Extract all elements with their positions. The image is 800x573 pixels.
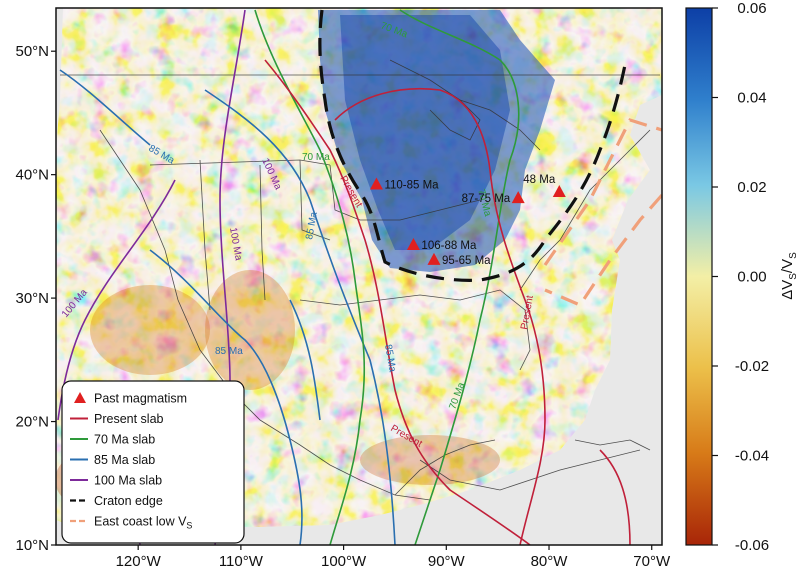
label-85ma-south: 85 Ma	[215, 346, 243, 357]
colorbar-title: ΔVS/VS	[779, 252, 799, 300]
lat-tick-label: 50°N	[15, 43, 49, 60]
longitude-axis: 120°W 110°W 100°W 90°W 80°W 70°W	[116, 545, 671, 570]
latitude-axis: 50°N 40°N 30°N 20°N 10°N	[15, 43, 56, 554]
label-85ma-north: 85 Ma	[304, 211, 320, 241]
legend-item: Present slab	[70, 412, 164, 426]
legend-label: Craton edge	[94, 494, 163, 508]
colorbar-tick-label: -0.04	[735, 448, 769, 465]
east-coast-low-vs	[543, 118, 662, 307]
lon-tick-label: 80°W	[531, 553, 569, 570]
legend-label: 100 Ma slab	[94, 474, 162, 488]
magmatism-label: 110-85 Ma	[384, 180, 439, 192]
label-70ma-west: 70 Ma	[302, 152, 330, 163]
magmatism-label: 95-65 Ma	[442, 255, 491, 267]
colorbar-tick-label: -0.06	[735, 537, 769, 554]
lon-tick-label: 120°W	[116, 553, 162, 570]
legend-box	[61, 380, 245, 544]
magmatism-marker	[552, 184, 566, 197]
legend: Past magmatism Present slab 70 Ma slab 85 M…	[61, 380, 245, 544]
lon-tick-label: 110°W	[219, 553, 264, 570]
legend-triangle-icon	[74, 392, 86, 403]
lat-tick-label: 20°N	[15, 414, 49, 431]
legend-label: Present slab	[94, 412, 164, 426]
legend-label: 85 Ma slab	[94, 453, 155, 467]
colorbar-tick-label: 0.06	[737, 0, 766, 17]
colorbar: 0.06 0.04 0.02 0.00 -0.02 -0.04 -0.06 ΔVS/VS	[685, 0, 799, 554]
colorbar-gradient	[685, 7, 713, 546]
past-magmatism-markers: 110-85 Ma 106-88 Ma 95-65 Ma 87-75 Ma 48 Ma	[369, 174, 566, 267]
lat-tick-label: 40°N	[15, 167, 49, 184]
colorbar-tick-label: 0.00	[737, 269, 766, 286]
lat-tick-label: 30°N	[15, 290, 49, 307]
legend-item: 70 Ma slab	[70, 433, 155, 447]
magmatism-label: 87-75 Ma	[462, 193, 511, 205]
slab-present	[264, 59, 631, 545]
slab-70ma	[254, 9, 520, 545]
lon-tick-label: 100°W	[321, 553, 367, 570]
legend-item: Past magmatism	[74, 392, 187, 406]
legend-label: East coast low VS	[94, 515, 192, 531]
legend-label: Past magmatism	[94, 392, 187, 406]
legend-item: Craton edge	[70, 494, 163, 508]
legend-label: 70 Ma slab	[94, 433, 155, 447]
label-85ma-central: 85 Ma	[382, 344, 398, 374]
map-frame	[55, 7, 663, 546]
magmatism-marker	[511, 191, 525, 204]
magmatism-marker	[406, 238, 420, 251]
craton-edge	[318, 9, 628, 282]
slab-85ma	[59, 69, 396, 545]
magmatism-label: 48 Ma	[523, 174, 556, 186]
magmatism-marker	[427, 252, 441, 265]
colorbar-tick-label: 0.04	[737, 90, 766, 107]
lon-tick-label: 90°W	[428, 553, 466, 570]
lon-tick-label: 70°W	[633, 553, 671, 570]
legend-item: 100 Ma slab	[70, 474, 162, 488]
legend-item: East coast low VS	[70, 515, 192, 531]
colorbar-tick-label: 0.02	[737, 179, 766, 196]
legend-item: 85 Ma slab	[70, 453, 155, 467]
magmatism-label: 106-88 Ma	[421, 240, 477, 252]
magmatism-marker	[369, 177, 383, 190]
colorbar-tick-label: -0.02	[735, 358, 769, 375]
lat-tick-label: 10°N	[15, 537, 49, 554]
